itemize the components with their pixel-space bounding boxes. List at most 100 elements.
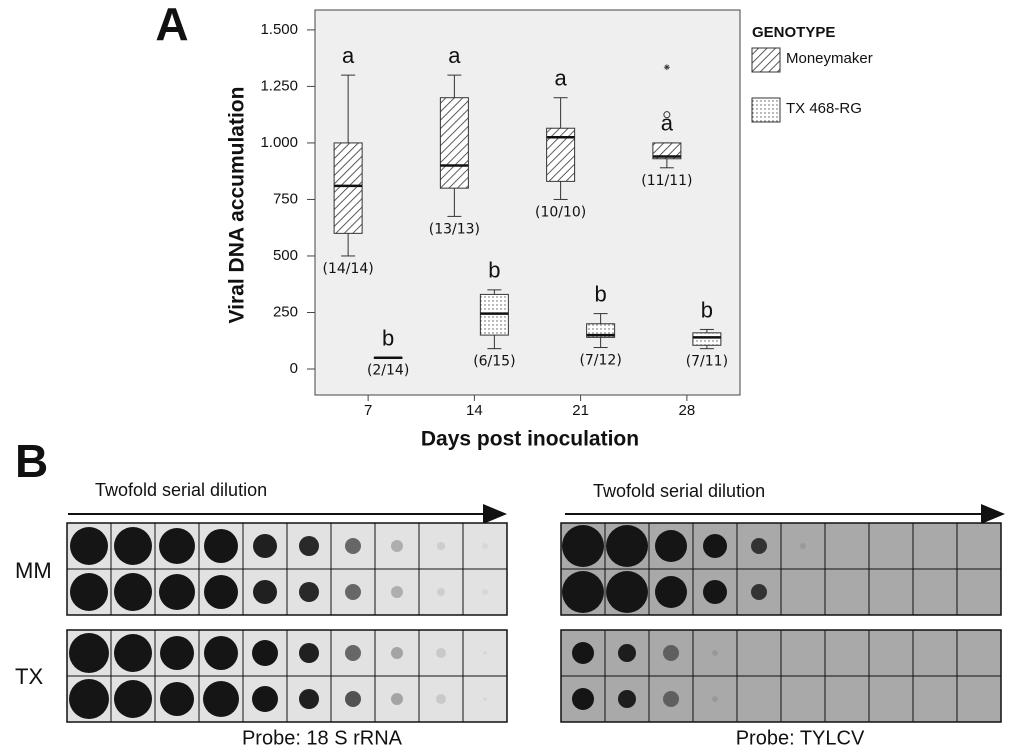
blot-cell — [956, 568, 1002, 616]
blot-dot — [252, 640, 278, 666]
row-label: MM — [15, 558, 52, 583]
count-label: (14/14) — [322, 261, 373, 277]
x-tick-label: 28 — [679, 402, 696, 419]
blot-dot — [203, 681, 239, 717]
outlier — [663, 111, 671, 119]
blot-dot — [712, 650, 718, 656]
blot-dot — [299, 582, 319, 602]
blot-dot — [253, 580, 277, 604]
blot-dot — [572, 642, 594, 664]
x-tick-label: 21 — [572, 402, 589, 419]
x-axis-title: Days post inoculation — [421, 428, 639, 451]
blot-dot — [618, 690, 636, 708]
blot-dot — [562, 571, 604, 613]
box — [652, 142, 682, 160]
extreme — [663, 64, 670, 71]
count-label: (2/14) — [367, 363, 409, 379]
blot-dot — [800, 543, 806, 549]
blot-dot — [70, 573, 108, 611]
blot-dot — [70, 527, 108, 565]
group-letter: b — [701, 297, 713, 322]
box — [439, 97, 469, 189]
blot-dot — [114, 573, 152, 611]
blot-dot — [437, 542, 445, 550]
group-letter: a — [661, 111, 674, 136]
blot-dot — [483, 651, 487, 655]
blot-dot — [391, 540, 403, 552]
blot-dot — [159, 574, 195, 610]
panel-label: A — [155, 0, 188, 50]
group-letter: a — [555, 66, 568, 91]
panel-label: B — [15, 435, 48, 487]
y-tick-label: 1.250 — [260, 77, 298, 94]
blot-dot — [160, 682, 194, 716]
count-label: (6/15) — [473, 354, 515, 370]
blot-dot — [482, 543, 488, 549]
blot-dot — [703, 580, 727, 604]
blot-dot — [114, 680, 152, 718]
blot-dot — [345, 584, 361, 600]
y-axis-title: Viral DNA accumulation — [226, 87, 249, 324]
blot-dot — [345, 645, 361, 661]
count-label: (10/10) — [535, 204, 586, 220]
blot-dot — [663, 645, 679, 661]
group-letter: b — [382, 326, 394, 351]
x-tick-label: 14 — [466, 402, 483, 419]
y-tick-label: 250 — [273, 303, 298, 320]
x-tick-label: 7 — [364, 402, 372, 419]
blot-cell — [956, 675, 1002, 723]
blot-dot — [391, 693, 403, 705]
legend-label: Moneymaker — [786, 50, 873, 67]
blot-dot — [751, 538, 767, 554]
count-label: (7/11) — [686, 354, 728, 370]
group-letter: b — [488, 258, 500, 283]
blot-dot — [252, 686, 278, 712]
blot-cell — [462, 568, 508, 616]
group-letter: a — [448, 43, 461, 68]
blot-dot — [114, 527, 152, 565]
blot-dot — [436, 648, 446, 658]
blot-dot — [299, 536, 319, 556]
y-tick-label: 750 — [273, 190, 298, 207]
blot-dot — [159, 528, 195, 564]
blot-dot — [114, 634, 152, 672]
blot-dot — [391, 647, 403, 659]
arrow-label: Twofold serial dilution — [593, 481, 765, 501]
blot-dot — [572, 688, 594, 710]
y-tick-label: 1.000 — [260, 134, 298, 151]
legend-label: TX 468-RG — [786, 100, 862, 117]
plot-area — [314, 9, 741, 396]
blot-dot — [253, 534, 277, 558]
blot-dot — [712, 696, 718, 702]
probe-label: Probe: 18 S rRNA — [242, 727, 403, 749]
blot-dot — [69, 633, 109, 673]
blot-dot — [204, 529, 238, 563]
blot-dot — [345, 691, 361, 707]
blot-cell — [462, 675, 508, 723]
probe-label: Probe: TYLCV — [736, 727, 865, 749]
box — [333, 142, 363, 234]
blot-dot — [751, 584, 767, 600]
blot-dot — [437, 588, 445, 596]
blot-dot — [618, 644, 636, 662]
count-label: (11/11) — [641, 173, 692, 189]
blot-dot — [482, 589, 488, 595]
blot-dot — [299, 643, 319, 663]
blot-dot — [391, 586, 403, 598]
blot-dot — [562, 525, 604, 567]
blot-dot — [655, 576, 687, 608]
count-label: (13/13) — [429, 221, 480, 237]
blot-dot — [606, 525, 648, 567]
legend-swatch — [751, 97, 781, 123]
blot-dot — [345, 538, 361, 554]
blot-dot — [655, 530, 687, 562]
y-tick-label: 0 — [290, 360, 298, 377]
blot-dot — [299, 689, 319, 709]
y-tick-label: 1.500 — [260, 21, 298, 38]
arrow-label: Twofold serial dilution — [95, 480, 267, 500]
blot-dot — [69, 679, 109, 719]
row-label: TX — [15, 664, 43, 689]
group-letter: a — [342, 43, 355, 68]
y-tick-label: 500 — [273, 247, 298, 264]
